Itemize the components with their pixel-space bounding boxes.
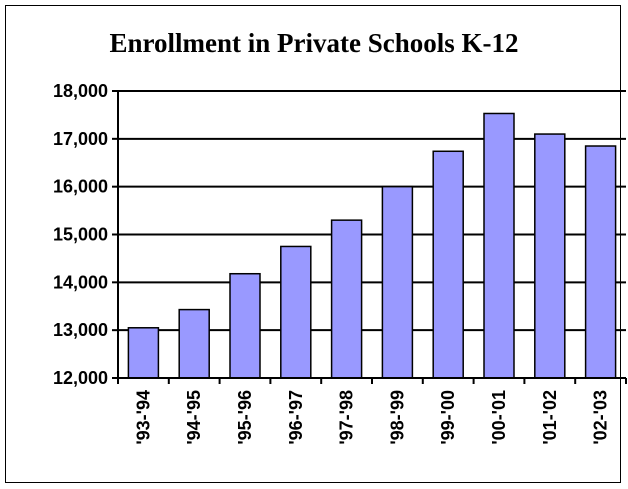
- bar: [127, 327, 160, 379]
- y-tick-label: 16,000: [53, 177, 108, 197]
- x-tick-label: '96-'97: [286, 390, 306, 445]
- bar: [483, 112, 515, 379]
- bar: [584, 145, 617, 379]
- x-tick-labels: '93-'94 '94-'95 '95-'96 '96-'97 '97-'98 '98-'…: [133, 390, 610, 445]
- axes: [112, 90, 627, 384]
- chart-title: Enrollment in Private Schools K-12: [109, 28, 519, 58]
- bar: [432, 150, 464, 379]
- bar: [534, 133, 566, 379]
- x-tick-label: '98-'99: [387, 390, 407, 445]
- y-tick-label: 15,000: [53, 225, 108, 245]
- y-tick-label: 13,000: [53, 320, 108, 340]
- bar: [330, 219, 363, 379]
- y-tick-labels: 12,000 13,000 14,000 15,000 16,000 17,000 18,0…: [53, 81, 108, 388]
- x-tick-label: '02-'03: [591, 390, 611, 445]
- bar: [381, 185, 414, 379]
- x-tick-label: '00-'01: [489, 390, 509, 445]
- x-tick-label: '97-'98: [337, 390, 357, 445]
- x-tick-label: '93-'94: [133, 390, 153, 445]
- x-tick-label: '99-'00: [438, 390, 458, 445]
- x-tick-label: '01-'02: [540, 390, 560, 445]
- bar: [229, 272, 261, 379]
- y-tick-label: 17,000: [53, 129, 108, 149]
- y-tick-label: 14,000: [53, 272, 108, 292]
- bar: [280, 245, 312, 379]
- x-tick-label: '94-'95: [184, 390, 204, 445]
- x-tick-label: '95-'96: [235, 390, 255, 445]
- y-tick-label: 18,000: [53, 81, 108, 101]
- y-tick-label: 12,000: [53, 368, 108, 388]
- chart-frame: [5, 5, 621, 483]
- bars: [127, 112, 617, 379]
- bar: [178, 308, 210, 379]
